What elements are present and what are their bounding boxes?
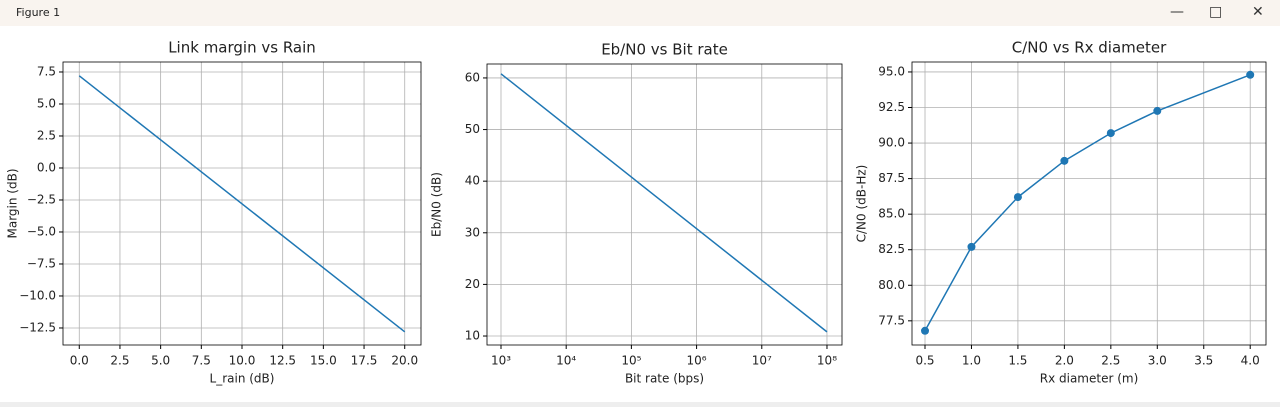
data-point — [1013, 193, 1022, 202]
title-bar: Figure 1 — □ ✕ — [0, 0, 1280, 26]
x-tick-label: 1.0 — [962, 354, 981, 368]
data-point — [1246, 70, 1255, 79]
x-axis-label: Rx diameter (m) — [1040, 372, 1139, 386]
data-line — [500, 73, 828, 333]
x-tick-label: 0.5 — [915, 354, 934, 368]
y-tick-label: 60 — [465, 70, 480, 84]
y-tick-label: −12.5 — [19, 320, 56, 334]
x-axis-label: L_rain (dB) — [210, 372, 275, 386]
x-tick-label: 3.5 — [1194, 354, 1213, 368]
x-tick-label: 3.0 — [1148, 354, 1167, 368]
x-tick-label: 4.0 — [1241, 354, 1260, 368]
y-tick-label: 2.5 — [37, 128, 56, 142]
x-tick-label: 10⁸ — [817, 354, 837, 368]
y-tick-label: 92.5 — [878, 100, 905, 114]
chart-title: Eb/N0 vs Bit rate — [601, 41, 728, 59]
data-point — [1153, 106, 1162, 115]
x-tick-label: 12.5 — [269, 354, 296, 368]
x-tick-label: 10⁷ — [752, 354, 772, 368]
x-tick-label: 10³ — [491, 354, 511, 368]
maximize-button[interactable]: □ — [1209, 4, 1223, 20]
x-tick-label: 10⁵ — [621, 354, 641, 368]
data-point — [967, 242, 976, 251]
x-tick-label: 17.5 — [351, 354, 378, 368]
y-tick-label: 20 — [465, 277, 480, 291]
chart-title: C/N0 vs Rx diameter — [1012, 39, 1167, 57]
y-tick-label: 87.5 — [878, 171, 905, 185]
x-tick-label: 1.5 — [1008, 354, 1027, 368]
y-tick-label: −2.5 — [27, 192, 56, 206]
status-strip — [0, 402, 1280, 407]
x-axis-label: Bit rate (bps) — [625, 372, 704, 386]
y-axis-label: C/N0 (dB-Hz) — [855, 165, 869, 243]
y-tick-label: 85.0 — [878, 207, 905, 221]
data-point — [1106, 129, 1115, 138]
y-axis-label: Eb/N0 (dB) — [430, 172, 444, 237]
x-tick-label: 2.5 — [110, 354, 129, 368]
x-tick-label: 0.0 — [70, 354, 89, 368]
x-tick-label: 10⁶ — [687, 354, 707, 368]
y-tick-label: −10.0 — [19, 288, 56, 302]
x-tick-label: 10.0 — [229, 354, 256, 368]
y-tick-label: 80.0 — [878, 278, 905, 292]
minimize-button[interactable]: — — [1170, 4, 1184, 20]
x-tick-label: 5.0 — [151, 354, 170, 368]
close-button[interactable]: ✕ — [1252, 4, 1264, 20]
y-tick-label: 0.0 — [37, 160, 56, 174]
data-point — [921, 326, 930, 335]
y-tick-label: 90.0 — [878, 136, 905, 150]
x-tick-label: 7.5 — [192, 354, 211, 368]
x-tick-label: 10⁴ — [556, 354, 576, 368]
data-point — [1060, 156, 1069, 165]
window-title: Figure 1 — [16, 6, 61, 19]
y-tick-label: 7.5 — [37, 64, 56, 78]
axes-frame — [62, 61, 422, 346]
data-line — [924, 74, 1251, 332]
y-tick-label: 77.5 — [878, 313, 905, 327]
y-tick-label: −5.0 — [27, 224, 56, 238]
x-tick-label: 15.0 — [310, 354, 337, 368]
x-tick-label: 2.5 — [1101, 354, 1120, 368]
y-tick-label: 40 — [465, 174, 480, 188]
y-tick-label: −7.5 — [27, 256, 56, 270]
axes-frame — [911, 61, 1267, 346]
y-axis-label: Margin (dB) — [6, 168, 20, 238]
y-tick-label: 10 — [465, 329, 480, 343]
data-line — [78, 75, 406, 333]
x-tick-label: 20.0 — [391, 354, 418, 368]
y-tick-label: 30 — [465, 225, 480, 239]
axes-frame — [486, 63, 843, 346]
y-tick-label: 5.0 — [37, 96, 56, 110]
chart-title: Link margin vs Rain — [168, 39, 316, 57]
x-tick-label: 2.0 — [1055, 354, 1074, 368]
y-tick-label: 82.5 — [878, 242, 905, 256]
y-tick-label: 95.0 — [878, 64, 905, 78]
y-tick-label: 50 — [465, 122, 480, 136]
